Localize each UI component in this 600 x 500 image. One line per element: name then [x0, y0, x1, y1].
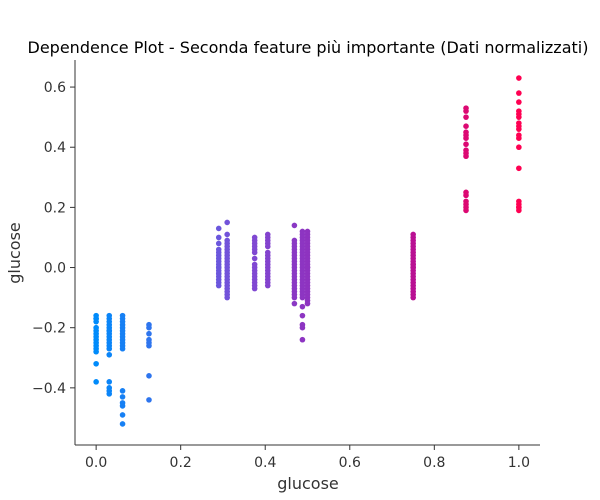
data-point: [119, 394, 126, 400]
data-point: [463, 150, 469, 157]
data-point: [516, 144, 522, 151]
y-axis-label: glucose: [5, 222, 24, 284]
data-point: [215, 234, 222, 241]
data-point: [463, 192, 469, 199]
data-point: [119, 388, 126, 394]
data-point: [299, 294, 306, 301]
data-point: [264, 282, 271, 289]
data-point: [146, 373, 152, 379]
data-point: [463, 135, 469, 141]
data-point: [215, 249, 222, 256]
data-point: [119, 345, 126, 352]
data-point: [516, 90, 522, 96]
data-point: [516, 75, 522, 81]
chart-title: Dependence Plot - Seconda feature più im…: [28, 38, 589, 57]
y-tick-label: −0.2: [32, 321, 66, 337]
y-tick-label: 0.6: [44, 80, 66, 96]
data-point: [93, 360, 99, 367]
data-point: [106, 351, 113, 358]
data-point: [516, 114, 522, 120]
data-point: [463, 141, 469, 148]
x-tick-label: 1.0: [508, 455, 530, 471]
data-point: [463, 123, 469, 129]
data-point: [304, 285, 311, 292]
scatter-points: [93, 75, 522, 427]
data-point: [93, 379, 99, 385]
data-point: [215, 264, 222, 271]
data-point: [106, 345, 113, 352]
data-point: [251, 255, 258, 262]
data-point: [516, 108, 522, 114]
data-point: [299, 303, 306, 310]
x-tick-label: 0.4: [254, 455, 276, 471]
data-point: [146, 397, 152, 403]
data-point: [119, 412, 126, 418]
data-point: [516, 99, 522, 105]
data-point: [304, 273, 311, 280]
data-point: [146, 330, 152, 337]
data-point: [146, 324, 152, 331]
data-point: [106, 327, 113, 334]
y-tick-label: 0.0: [44, 261, 66, 277]
data-point: [516, 135, 522, 141]
data-point: [304, 249, 311, 256]
data-point: [304, 255, 311, 262]
data-point: [264, 243, 271, 250]
data-point: [304, 237, 311, 244]
data-point: [215, 225, 222, 232]
data-point: [106, 379, 113, 385]
data-point: [93, 348, 99, 355]
data-point: [224, 294, 230, 301]
data-point: [410, 294, 416, 301]
data-point: [463, 108, 469, 114]
data-point: [463, 114, 469, 120]
x-axis-label: glucose: [277, 474, 339, 493]
x-tick-label: 0.0: [85, 455, 107, 471]
data-point: [299, 324, 306, 331]
data-point: [215, 240, 222, 247]
y-axis-ticks: −0.4 −0.2 0.0 0.2 0.4 0.6: [32, 80, 75, 397]
data-point: [291, 222, 298, 229]
data-point: [119, 403, 126, 409]
data-point: [106, 391, 113, 397]
x-tick-label: 0.2: [170, 455, 192, 471]
data-point: [304, 264, 311, 271]
data-point: [215, 270, 222, 277]
data-point: [299, 336, 306, 343]
data-point: [93, 315, 99, 322]
data-point: [516, 207, 522, 214]
data-point: [304, 243, 311, 250]
data-point: [119, 318, 126, 325]
data-point: [251, 285, 258, 292]
x-tick-label: 0.8: [423, 455, 445, 471]
y-tick-label: 0.4: [44, 140, 66, 156]
data-point: [224, 231, 230, 238]
data-point: [224, 219, 230, 226]
data-point: [291, 294, 298, 301]
data-point: [251, 249, 258, 256]
data-point: [304, 231, 311, 238]
y-tick-label: −0.4: [32, 381, 66, 397]
data-point: [304, 291, 311, 298]
data-point: [291, 300, 298, 307]
data-point: [516, 165, 522, 172]
x-axis-ticks: 0.0 0.2 0.4 0.6 0.8 1.0: [85, 445, 530, 471]
data-point: [516, 123, 522, 129]
data-point: [146, 342, 152, 349]
x-tick-label: 0.6: [339, 455, 361, 471]
y-tick-label: 0.2: [44, 200, 66, 216]
data-point: [304, 279, 311, 286]
data-point: [463, 207, 469, 214]
data-point: [119, 421, 126, 427]
data-point: [215, 282, 222, 289]
data-point: [410, 261, 416, 268]
data-point: [304, 300, 311, 307]
data-point: [299, 312, 306, 319]
